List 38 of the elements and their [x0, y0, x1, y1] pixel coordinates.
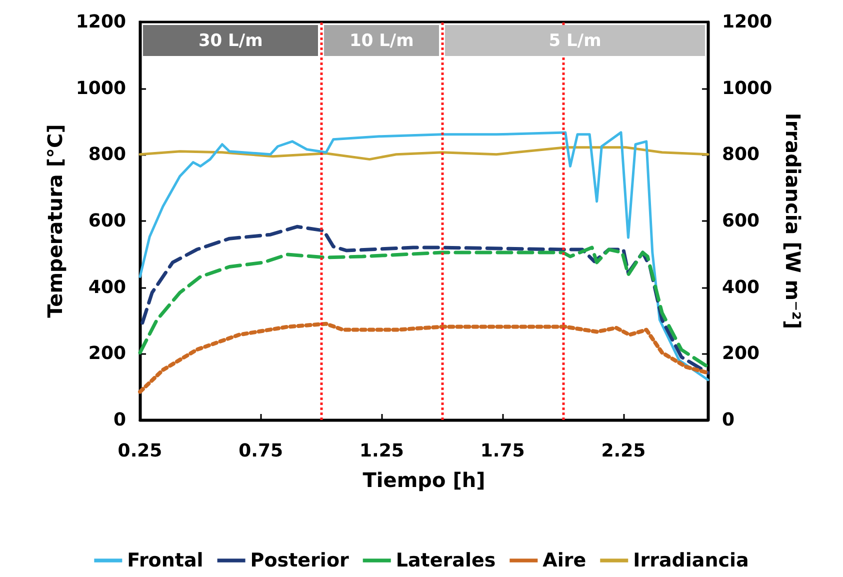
label-box: 30 L/m: [143, 25, 318, 56]
legend-label: Aire: [542, 550, 586, 572]
y2-axis-title: Irradiancia [W m⁻²]: [781, 112, 805, 330]
annotation: 30 L/m: [198, 30, 263, 50]
y2-tick-label: 200: [722, 343, 760, 364]
line-series: [138, 146, 710, 161]
annotation: 5 L/m: [548, 30, 602, 50]
annotation: 10 L/m: [350, 30, 414, 50]
y-tick-label: 1200: [76, 12, 126, 32]
y-tick-label: 1000: [76, 78, 126, 99]
legend-label: Frontal: [127, 550, 204, 572]
x-tick-label: 2.25: [601, 440, 646, 462]
legend-label: Posterior: [250, 550, 350, 572]
line-series: [138, 131, 710, 382]
line-series: [140, 224, 710, 375]
x-tick-label: 0.75: [238, 440, 284, 462]
line-series: [138, 322, 710, 394]
x-tick-label: 1.25: [359, 440, 404, 462]
x-axis-title: Tiempo [h]: [362, 468, 486, 492]
y-axis-title: Temperatura [°C]: [43, 124, 67, 318]
y2-tick-label: 400: [722, 276, 760, 298]
y2-tick-label: 800: [722, 144, 760, 166]
legend-label: Irradiancia: [633, 550, 749, 572]
y-tick-label: 800: [88, 144, 126, 166]
line-series: [138, 246, 710, 369]
y2-tick-label: 1000: [722, 78, 772, 99]
y2-tick-label: 600: [722, 210, 760, 232]
y-tick-label: 400: [88, 276, 126, 298]
y-tick-label: 200: [88, 343, 126, 364]
x-tick-label: 0.25: [118, 440, 162, 462]
legend-label: Laterales: [396, 550, 496, 572]
label-box: 5 L/m: [445, 25, 705, 56]
label-box: 10 L/m: [324, 25, 440, 56]
y2-tick-label: 0: [722, 410, 735, 430]
y-tick-label: 600: [88, 210, 126, 232]
y-tick-label: 0: [113, 410, 126, 430]
y2-tick-label: 1200: [722, 12, 772, 32]
x-tick-label: 1.75: [480, 440, 525, 462]
